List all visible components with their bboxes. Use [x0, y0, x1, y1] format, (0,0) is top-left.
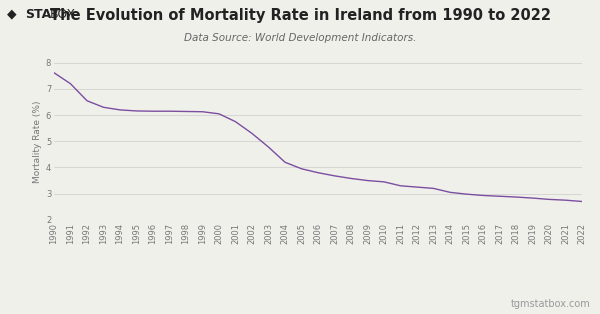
Text: Data Source: World Development Indicators.: Data Source: World Development Indicator…	[184, 33, 416, 43]
Text: The Evolution of Mortality Rate in Ireland from 1990 to 2022: The Evolution of Mortality Rate in Irela…	[49, 8, 551, 23]
Text: BOX: BOX	[50, 8, 76, 21]
Text: tgmstatbox.com: tgmstatbox.com	[511, 299, 591, 309]
Y-axis label: Mortality Rate (%): Mortality Rate (%)	[32, 100, 41, 182]
Text: ◆: ◆	[7, 8, 17, 21]
Text: STAT: STAT	[25, 8, 59, 21]
